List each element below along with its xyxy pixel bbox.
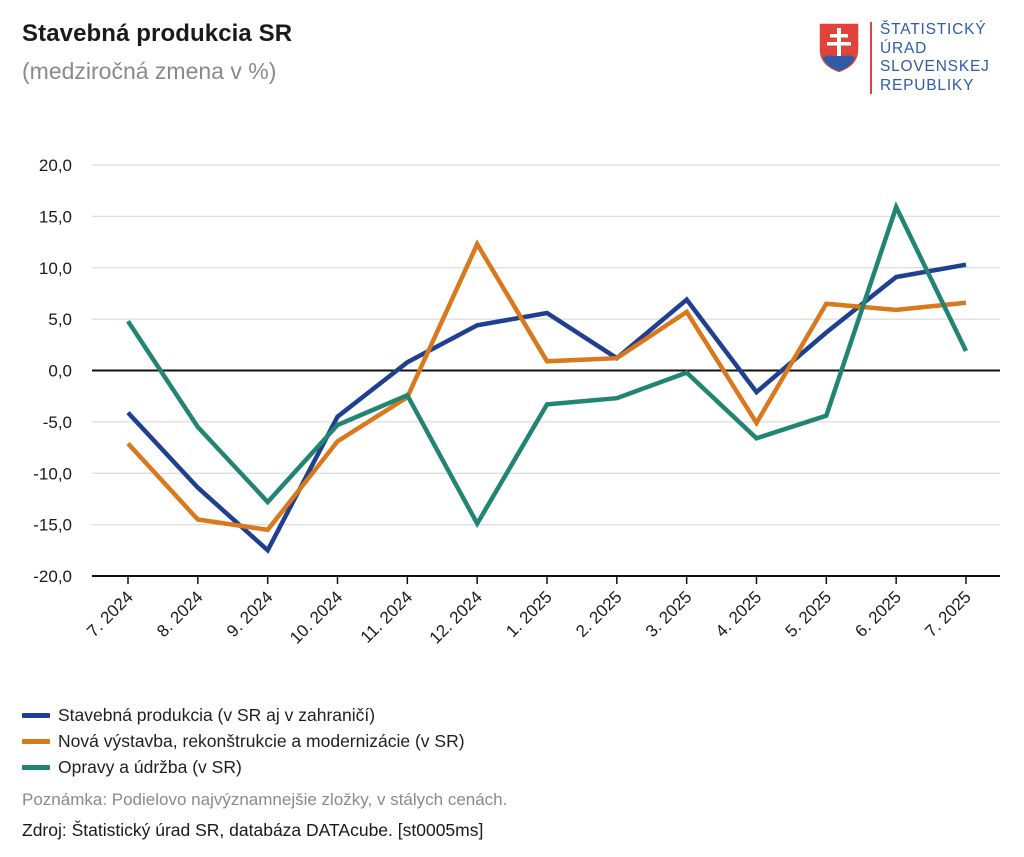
y-tick-label: 15,0	[39, 207, 72, 226]
x-tick-label: 8. 2024	[153, 587, 207, 641]
x-tick-label: 6. 2025	[851, 587, 905, 641]
logo-divider	[870, 22, 872, 94]
logo-line-2: ÚRAD	[880, 39, 928, 57]
legend-label: Opravy a údržba (v SR)	[58, 756, 242, 777]
legend-item-nova-vystavba: Nová výstavba, rekonštrukcie a modernizá…	[22, 728, 465, 754]
x-tick-label: 2. 2025	[572, 587, 626, 641]
x-tick-label: 12. 2024	[426, 587, 486, 647]
legend-label: Stavebná produkcia (v SR aj v zahraničí)	[58, 704, 376, 725]
y-tick-label: -20,0	[33, 567, 72, 586]
y-tick-label: 5,0	[48, 310, 72, 329]
logo-line-3: SLOVENSKEJ	[880, 58, 990, 75]
legend-label: Nová výstavba, rekonštrukcie a modernizá…	[58, 730, 465, 751]
chart-subtitle: (medziročná zmena v %)	[22, 58, 277, 84]
logo-line-1: ŠTATISTICKÝ	[880, 21, 987, 38]
x-tick-label: 10. 2024	[286, 587, 346, 647]
legend: Stavebná produkcia (v SR aj v zahraničí)…	[22, 702, 465, 780]
x-tick-label: 1. 2025	[502, 587, 556, 641]
x-tick-label: 7. 2024	[83, 587, 137, 641]
slovak-coat-of-arms-icon	[818, 22, 860, 74]
y-tick-label: -10,0	[33, 464, 72, 483]
y-tick-label: 0,0	[48, 362, 72, 381]
line-chart: 20,0 15,0 10,0 5,0 0,0 -5,0 -10,0 -15,0 -20,0 7. …	[33, 156, 1000, 648]
x-tick-label: 5. 2025	[782, 587, 836, 641]
series-line-2	[126, 201, 969, 529]
chart-title: Stavebná produkcia SR	[22, 20, 293, 47]
x-tick-label: 3. 2025	[642, 587, 696, 641]
y-tick-label: 10,0	[39, 259, 72, 278]
y-tick-label: -15,0	[33, 516, 72, 535]
x-tick-label: 4. 2025	[712, 587, 766, 641]
x-tick-label: 7. 2025	[921, 587, 975, 641]
y-tick-label: 20,0	[39, 156, 72, 175]
logo-line-4: REPUBLIKY	[880, 76, 975, 94]
legend-item-stavebna-produkcia: Stavebná produkcia (v SR aj v zahraničí)	[22, 702, 465, 728]
y-tick-label: -5,0	[43, 413, 72, 432]
legend-item-opravy-udrzba: Opravy a údržba (v SR)	[22, 754, 465, 780]
legend-swatch-stavebna-produkcia	[22, 712, 50, 718]
x-tick-label: 9. 2024	[223, 587, 277, 641]
logo-text: ŠTATISTICKÝ ÚRAD SLOVENSKEJ REPUBLIKY	[880, 21, 990, 95]
legend-swatch-nova-vystavba	[22, 738, 50, 744]
x-tick-label: 11. 2024	[357, 587, 416, 646]
statistical-office-logo: ŠTATISTICKÝ ÚRAD SLOVENSKEJ REPUBLIKY	[818, 21, 1008, 102]
legend-swatch-opravy-udrzba	[22, 764, 50, 770]
footnote: Poznámka: Podielovo najvýznamnejšie zlož…	[22, 790, 508, 809]
source-text: Zdroj: Štatistický úrad SR, databáza DAT…	[22, 820, 484, 840]
